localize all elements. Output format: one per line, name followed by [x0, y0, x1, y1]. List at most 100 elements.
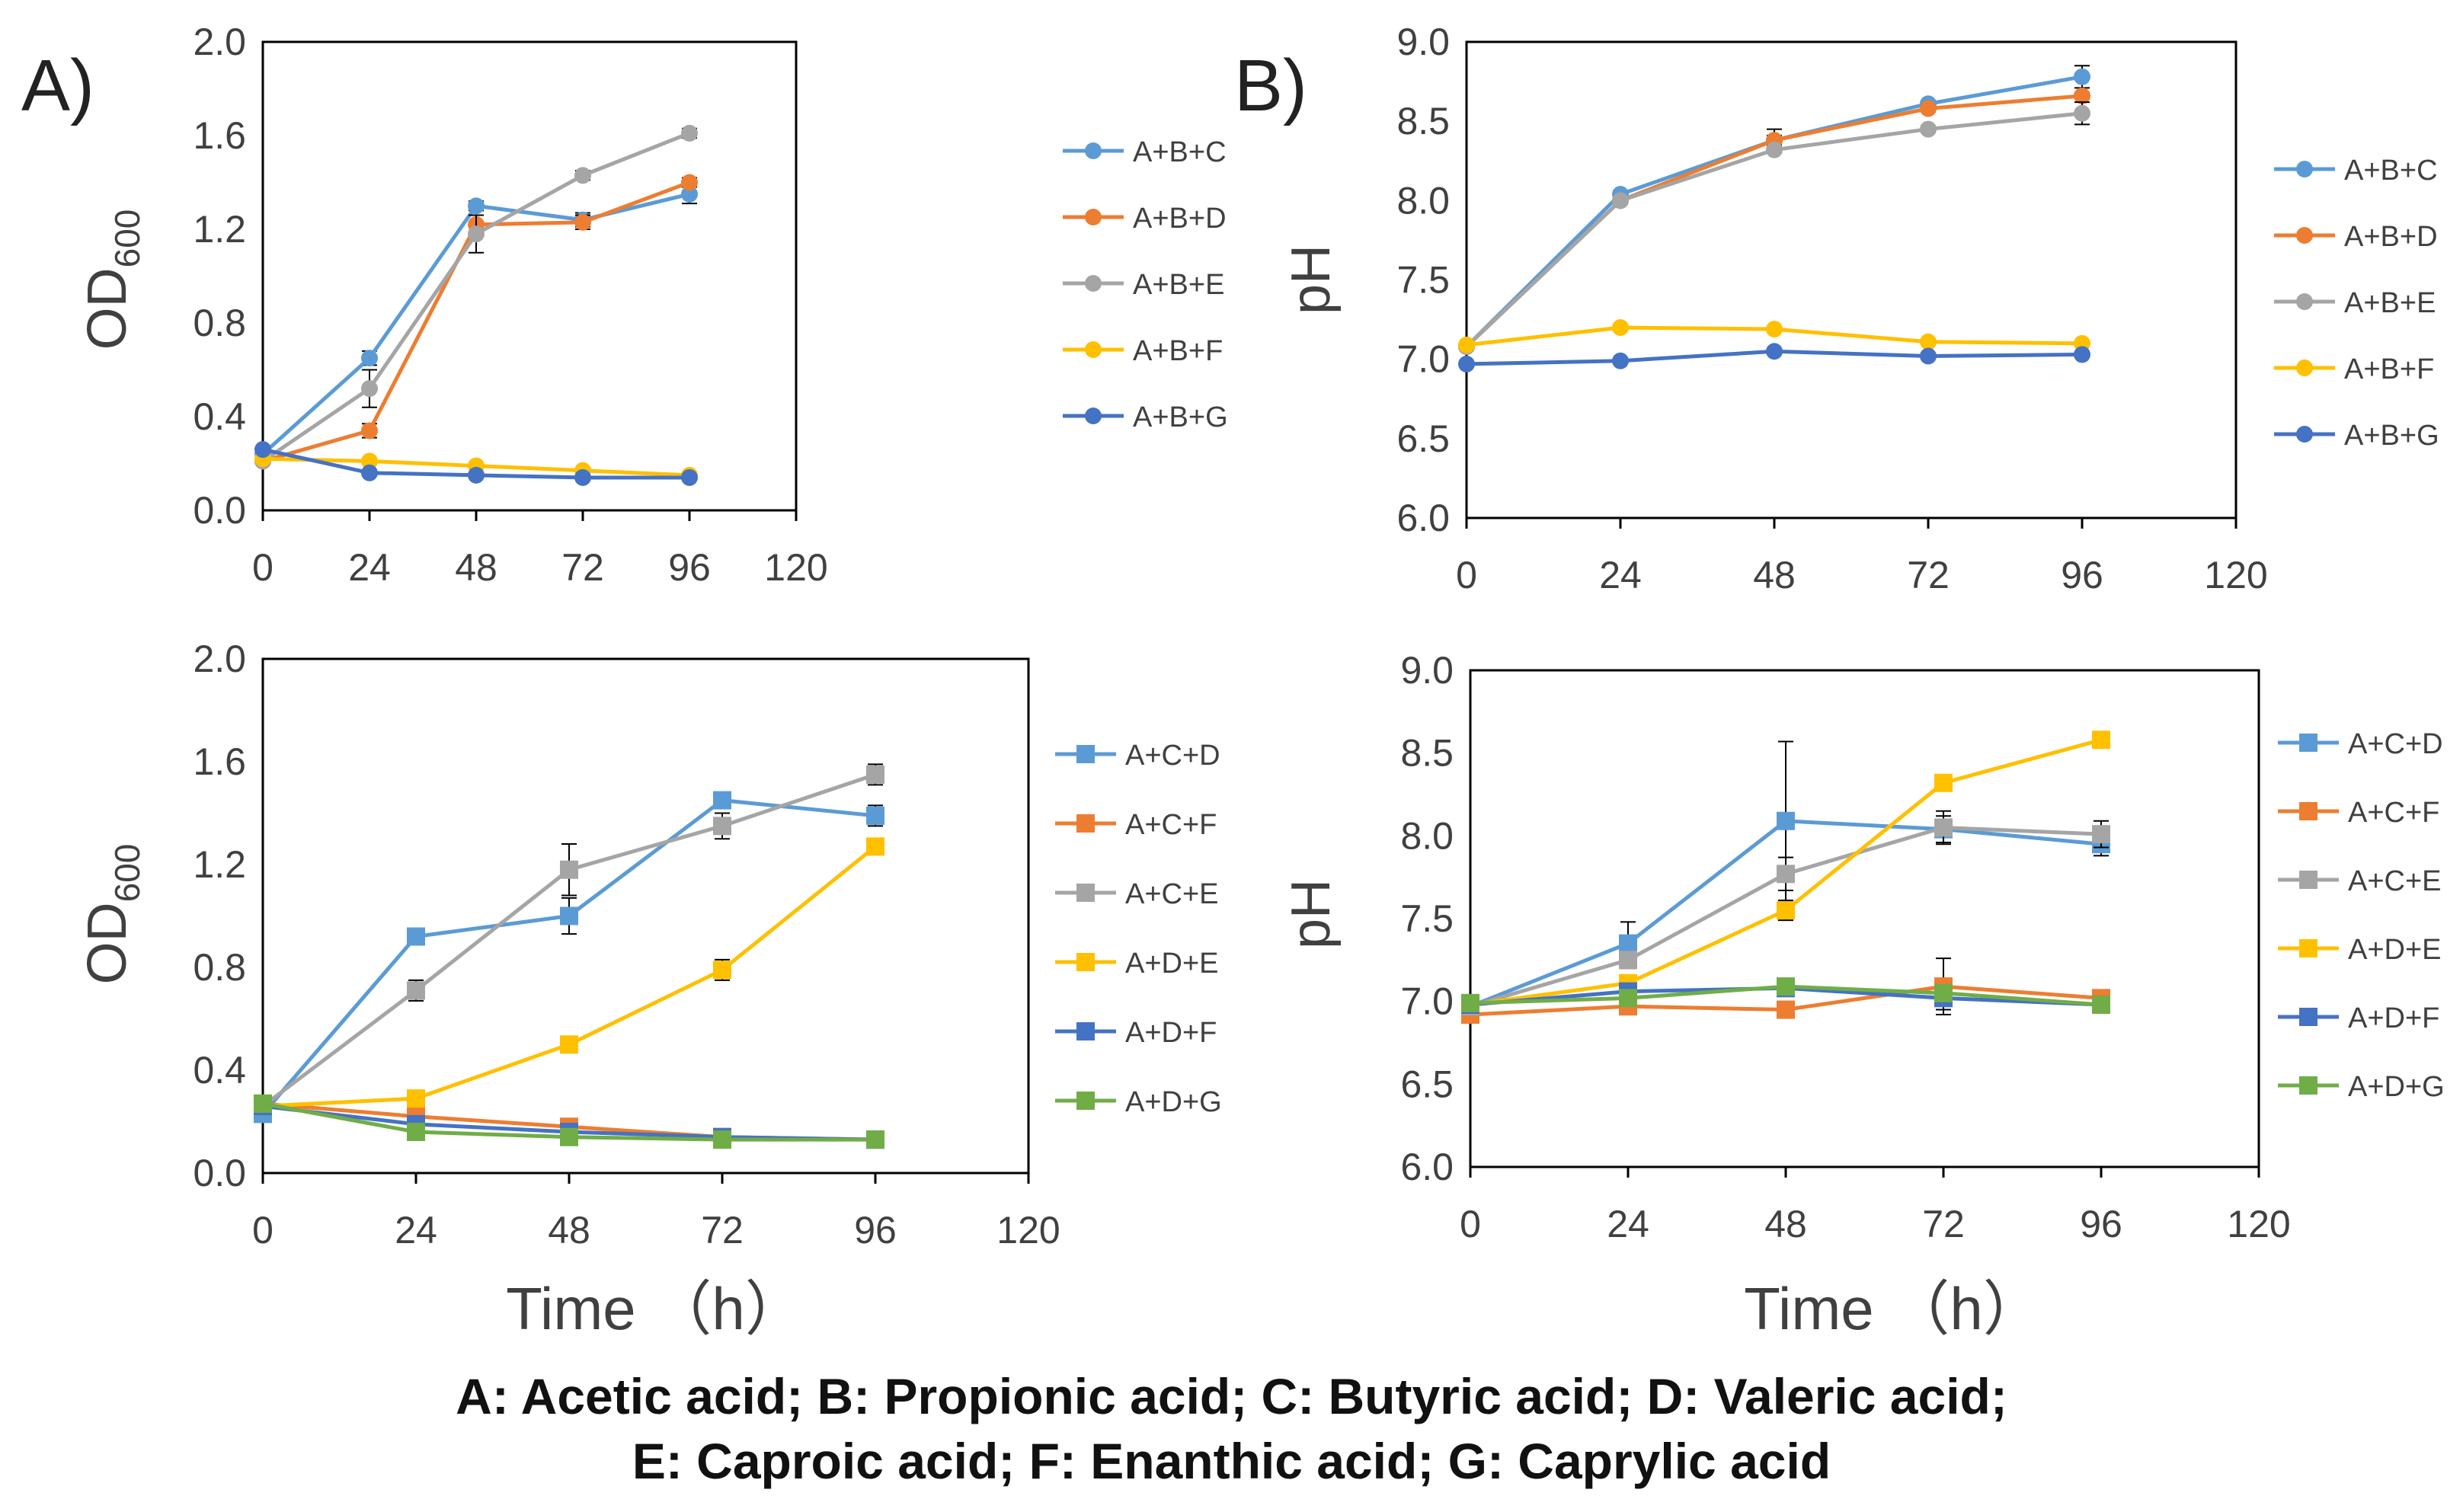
plot-area-frame	[261, 40, 798, 512]
data-point	[407, 981, 425, 1000]
legend-label: A+D+F	[1125, 1017, 1217, 1049]
data-point	[254, 1094, 272, 1113]
data-point	[560, 1127, 578, 1146]
y-tick-label: 6.5	[1400, 1063, 1454, 1105]
legend-label: A+C+D	[2348, 728, 2443, 760]
y-tick-label: 1.2	[193, 843, 246, 886]
series-A+B+D	[1458, 87, 2090, 355]
data-point	[2074, 346, 2090, 363]
legend-entry: A+B+G	[2274, 420, 2439, 452]
data-point	[713, 961, 731, 980]
data-point	[1777, 901, 1795, 920]
y-tick-label: 1.6	[193, 740, 246, 783]
x-tick-label: 24	[348, 546, 391, 589]
data-point	[713, 817, 731, 836]
legend-entry: A+D+E	[2278, 934, 2442, 966]
legend-marker	[1085, 209, 1102, 225]
data-point	[574, 468, 591, 486]
data-point	[407, 1123, 425, 1141]
series-line	[261, 772, 876, 1108]
legend-marker	[2296, 426, 2313, 443]
data-point	[254, 441, 271, 459]
y-axis-label-subscript: 600	[107, 209, 147, 268]
data-point	[407, 1089, 425, 1108]
data-point	[1934, 983, 1953, 1002]
y-tick-label: 6.5	[1396, 417, 1450, 460]
y-tick-label: 9.0	[1400, 649, 1454, 692]
data-point	[1612, 352, 1629, 369]
legend-entry: A+B+E	[1063, 269, 1224, 301]
chart-top-right: 6.0 6.5 7.0 7.5 8.0 8.5 9.0 0 24 48 72 96 120 pH A+B+C…	[1281, 21, 2439, 596]
data-point	[1458, 336, 1475, 353]
legend-marker	[1085, 341, 1102, 358]
data-point	[713, 791, 731, 810]
series-A+B+G	[254, 441, 698, 486]
footnote-line-1: A: Acetic acid; B: Propionic acid; C: Bu…	[456, 1368, 2007, 1424]
data-point	[560, 906, 578, 925]
legend-marker	[2296, 227, 2313, 244]
legend-label: A+B+F	[2344, 353, 2434, 385]
legend-marker	[2299, 871, 2317, 889]
legend-entry: A+B+F	[2274, 353, 2434, 385]
legend-entry: A+D+G	[1055, 1086, 1222, 1118]
y-tick-label: 2.0	[193, 638, 246, 680]
data-point	[1766, 321, 1783, 338]
x-tick-label: 0	[1460, 1203, 1481, 1245]
y-tick-label: 8.0	[1400, 814, 1454, 857]
plot-area-frame	[1465, 40, 2237, 519]
legend-label: A+B+D	[1133, 203, 1227, 235]
data-point	[468, 197, 485, 215]
data-point	[361, 452, 378, 470]
chart-top-left: 0.0 0.4 0.8 1.2 1.6 2.0 0 24 48 72 96 120 OD600 A+B+C…	[77, 21, 1228, 589]
y-axis-label: OD600	[77, 844, 147, 985]
x-tick-label: 0	[252, 1209, 273, 1251]
y-tick-label: 0.4	[193, 395, 246, 438]
data-point	[1920, 100, 1937, 117]
panel-label-b: B)	[1234, 45, 1307, 126]
data-point	[1777, 811, 1795, 830]
x-tick-label: 96	[854, 1209, 897, 1251]
y-tick-label: 1.2	[193, 208, 246, 251]
x-tick-label: 96	[668, 546, 711, 589]
legend-label: A+B+C	[1133, 136, 1227, 168]
data-point	[361, 380, 378, 398]
legend-label: A+C+E	[2348, 865, 2442, 897]
x-tick-label: 72	[1907, 554, 1950, 596]
data-point	[1619, 934, 1637, 953]
legend-entry: A+B+F	[1063, 335, 1223, 367]
data-point	[361, 464, 378, 481]
y-tick-label: 8.5	[1396, 100, 1450, 142]
legend-marker	[2296, 360, 2313, 376]
legend-entry: A+B+D	[2274, 221, 2438, 253]
series-line	[261, 131, 690, 463]
legend-entry: A+C+F	[1055, 809, 1217, 841]
chart-bottom-right: 6.0 6.5 7.0 7.5 8.0 8.5 9.0 0 24 48 72 96 120 pH A+C+D…	[1281, 649, 2445, 1245]
legend-label: A+D+F	[2348, 1002, 2439, 1034]
y-tick-label: 8.0	[1396, 179, 1450, 222]
data-point	[681, 124, 698, 142]
data-point	[1777, 977, 1795, 996]
legend-entry: A+B+E	[2274, 287, 2436, 319]
data-point	[1458, 355, 1475, 372]
data-point	[1766, 343, 1783, 360]
x-tick-label: 72	[1922, 1203, 1965, 1245]
y-axis-label: OD600	[77, 209, 147, 350]
data-point	[2074, 87, 2090, 104]
legend-label: A+C+E	[1125, 878, 1219, 910]
x-tick-label: 120	[2227, 1203, 2290, 1245]
series-A+D+G	[1461, 977, 2110, 1015]
data-point	[1766, 141, 1783, 158]
legend-label: A+D+G	[1125, 1086, 1222, 1118]
x-tick-label: 24	[1599, 554, 1642, 596]
data-point	[2092, 996, 2110, 1015]
legend-marker	[1085, 275, 1102, 292]
y-tick-label: 0.8	[193, 302, 246, 344]
legend-label: A+C+F	[2348, 797, 2439, 829]
y-tick-label: 6.0	[1396, 497, 1450, 539]
legend-entry: A+B+C	[1063, 136, 1227, 168]
data-point	[1777, 1000, 1795, 1019]
y-tick-label: 0.0	[193, 1152, 246, 1194]
series-line	[1465, 75, 2083, 348]
data-point	[560, 1035, 578, 1054]
